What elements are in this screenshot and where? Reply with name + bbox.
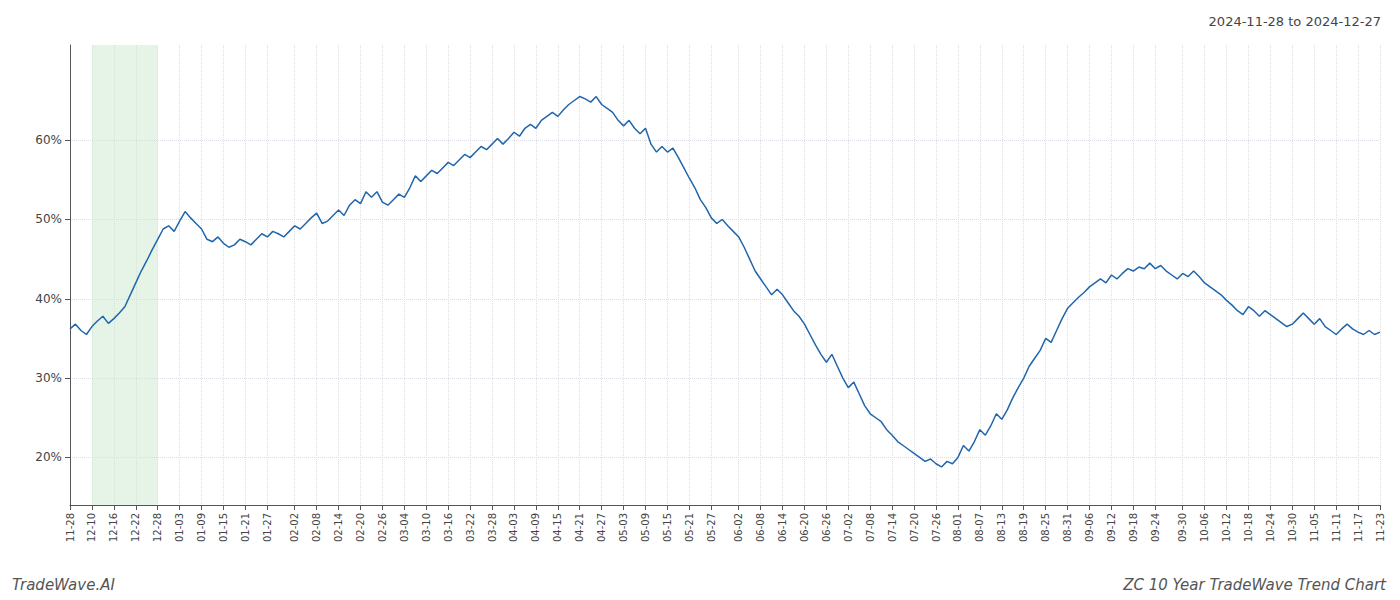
svg-text:03-16: 03-16	[443, 513, 454, 542]
svg-text:09-30: 09-30	[1177, 513, 1188, 542]
svg-text:12-28: 12-28	[152, 513, 163, 542]
svg-text:11-05: 11-05	[1309, 513, 1320, 542]
svg-text:05-15: 05-15	[662, 513, 673, 542]
svg-text:10-24: 10-24	[1265, 513, 1276, 542]
svg-text:01-21: 01-21	[240, 513, 251, 542]
svg-text:05-03: 05-03	[618, 513, 629, 542]
svg-text:11-28: 11-28	[65, 513, 76, 542]
svg-text:02-26: 02-26	[377, 513, 388, 542]
svg-text:08-13: 08-13	[996, 513, 1007, 542]
svg-text:09-24: 09-24	[1150, 513, 1161, 542]
svg-text:ZC 10 Year TradeWave Trend Cha: ZC 10 Year TradeWave Trend Chart	[1122, 576, 1387, 594]
svg-text:06-26: 06-26	[821, 513, 832, 542]
svg-text:08-25: 08-25	[1040, 513, 1051, 542]
svg-text:04-15: 04-15	[552, 513, 563, 542]
svg-text:TradeWave.AI: TradeWave.AI	[12, 576, 115, 594]
svg-text:02-14: 02-14	[333, 513, 344, 542]
svg-text:02-02: 02-02	[289, 513, 300, 542]
svg-text:08-19: 08-19	[1018, 513, 1029, 542]
svg-text:04-27: 04-27	[596, 513, 607, 542]
svg-text:20%: 20%	[35, 450, 62, 464]
svg-text:02-20: 02-20	[355, 513, 366, 542]
svg-text:07-02: 07-02	[843, 513, 854, 542]
svg-text:12-22: 12-22	[130, 513, 141, 542]
svg-text:02-08: 02-08	[311, 513, 322, 542]
svg-text:30%: 30%	[35, 371, 62, 385]
svg-text:07-08: 07-08	[865, 513, 876, 542]
svg-text:01-03: 01-03	[174, 513, 185, 542]
svg-text:03-22: 03-22	[465, 513, 476, 542]
svg-text:10-18: 10-18	[1243, 513, 1254, 542]
svg-text:06-02: 06-02	[733, 513, 744, 542]
svg-text:11-17: 11-17	[1353, 513, 1364, 542]
svg-text:08-31: 08-31	[1062, 513, 1073, 542]
svg-text:06-14: 06-14	[777, 513, 788, 542]
svg-text:12-10: 12-10	[86, 513, 97, 542]
svg-text:09-12: 09-12	[1106, 513, 1117, 542]
svg-text:10-30: 10-30	[1287, 513, 1298, 542]
svg-text:03-04: 03-04	[399, 513, 410, 542]
svg-text:03-28: 03-28	[487, 513, 498, 542]
svg-text:10-12: 10-12	[1221, 513, 1232, 542]
svg-text:06-20: 06-20	[799, 513, 810, 542]
svg-text:08-07: 08-07	[974, 513, 985, 542]
svg-text:05-21: 05-21	[684, 513, 695, 542]
svg-text:60%: 60%	[35, 133, 62, 147]
svg-text:07-14: 07-14	[887, 513, 898, 542]
svg-text:05-27: 05-27	[706, 513, 717, 542]
svg-text:05-09: 05-09	[640, 513, 651, 542]
svg-text:07-26: 07-26	[931, 513, 942, 542]
svg-text:08-01: 08-01	[952, 513, 963, 542]
svg-text:10-06: 10-06	[1199, 513, 1210, 542]
svg-text:11-23: 11-23	[1375, 513, 1386, 542]
svg-text:01-15: 01-15	[218, 513, 229, 542]
svg-text:50%: 50%	[35, 212, 62, 226]
svg-text:09-18: 09-18	[1128, 513, 1139, 542]
svg-text:12-16: 12-16	[108, 513, 119, 542]
svg-text:2024-11-28 to 2024-12-27: 2024-11-28 to 2024-12-27	[1209, 14, 1381, 29]
svg-text:09-06: 09-06	[1084, 513, 1095, 542]
svg-text:01-27: 01-27	[262, 513, 273, 542]
svg-text:11-11: 11-11	[1331, 513, 1342, 542]
svg-text:04-09: 04-09	[530, 513, 541, 542]
svg-text:06-08: 06-08	[755, 513, 766, 542]
svg-text:04-21: 04-21	[574, 513, 585, 542]
svg-text:07-20: 07-20	[909, 513, 920, 542]
svg-text:40%: 40%	[35, 292, 62, 306]
svg-text:03-10: 03-10	[421, 513, 432, 542]
svg-text:01-09: 01-09	[196, 513, 207, 542]
svg-text:04-03: 04-03	[508, 513, 519, 542]
